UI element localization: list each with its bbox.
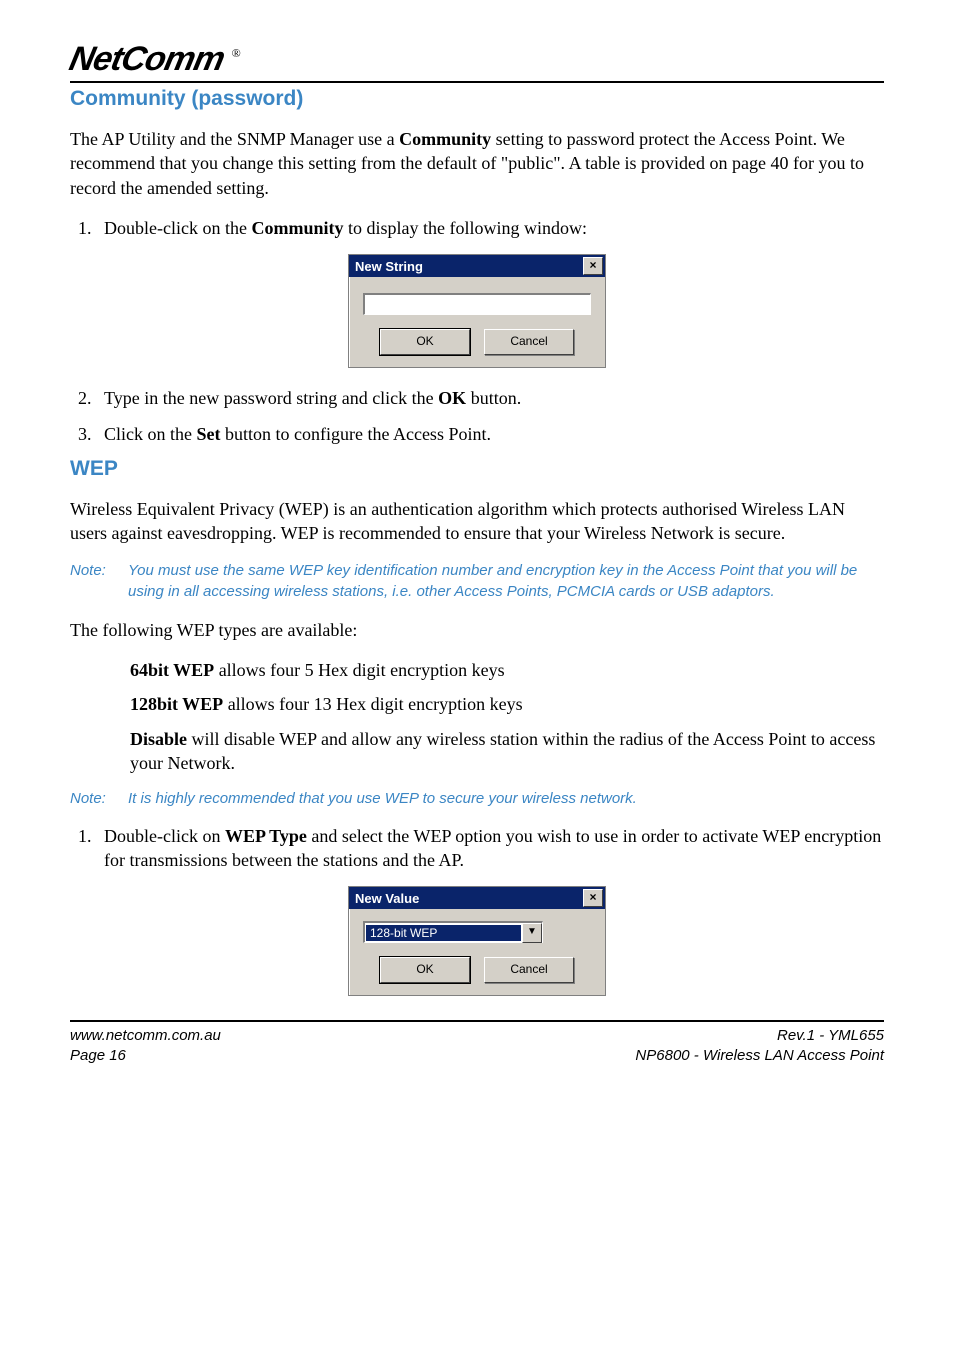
text-bold: WEP Type xyxy=(225,826,307,846)
close-icon[interactable]: × xyxy=(583,889,603,907)
wep-type-select[interactable]: 128-bit WEP ▼ xyxy=(363,921,543,943)
logo-reg: ® xyxy=(232,46,241,61)
footer-left: www.netcomm.com.au Page 16 xyxy=(70,1026,221,1065)
step-3: 3.Click on the Set button to configure t… xyxy=(70,422,884,446)
text-bold: Community xyxy=(251,218,343,238)
button-row: OK Cancel xyxy=(363,329,591,355)
dialog-title: New Value xyxy=(355,891,419,906)
note-wep-key: Note: You must use the same WEP key iden… xyxy=(70,561,884,602)
step-number: 1. xyxy=(78,216,104,240)
footer-url: www.netcomm.com.au xyxy=(70,1026,221,1046)
dialog-titlebar: New String × xyxy=(349,255,605,277)
text: allows four 13 Hex digit encryption keys xyxy=(223,694,522,714)
wep-64bit: 64bit WEP allows four 5 Hex digit encryp… xyxy=(130,658,884,682)
page-footer: www.netcomm.com.au Page 16 Rev.1 - YML65… xyxy=(70,1020,884,1065)
footer-page: Page 16 xyxy=(70,1046,221,1066)
logo-row: NetComm ® xyxy=(70,40,884,83)
text: The AP Utility and the SNMP Manager use … xyxy=(70,129,399,149)
chevron-down-icon[interactable]: ▼ xyxy=(522,923,542,943)
note-body: You must use the same WEP key identifica… xyxy=(128,561,884,602)
step-1: 1.Double-click on the Community to displ… xyxy=(70,216,884,240)
close-icon[interactable]: × xyxy=(583,257,603,275)
dialog-new-string: New String × OK Cancel xyxy=(348,254,606,368)
text: Click on the xyxy=(104,424,197,444)
text: Double-click on xyxy=(104,826,225,846)
text: to display the following window: xyxy=(343,218,586,238)
text: allows four 5 Hex digit encryption keys xyxy=(214,660,504,680)
text-bold: OK xyxy=(438,388,466,408)
dialog-new-value: New Value × 128-bit WEP ▼ OK Cancel xyxy=(348,886,606,996)
ok-button[interactable]: OK xyxy=(380,329,470,355)
footer-product: NP6800 - Wireless LAN Access Point xyxy=(635,1046,884,1066)
paragraph-community: The AP Utility and the SNMP Manager use … xyxy=(70,127,884,200)
footer-rev: Rev.1 - YML655 xyxy=(635,1026,884,1046)
select-value: 128-bit WEP xyxy=(366,925,521,941)
heading-wep: WEP xyxy=(70,457,884,481)
cancel-button[interactable]: Cancel xyxy=(484,329,574,355)
text-bold: 128bit WEP xyxy=(130,694,223,714)
step-number: 2. xyxy=(78,386,104,410)
step-2: 2.Type in the new password string and cl… xyxy=(70,386,884,410)
heading-community: Community (password) xyxy=(70,87,884,111)
text-bold: Disable xyxy=(130,729,187,749)
wep-128bit: 128bit WEP allows four 13 Hex digit encr… xyxy=(130,692,884,716)
note-label: Note: xyxy=(70,789,128,809)
footer-right: Rev.1 - YML655 NP6800 - Wireless LAN Acc… xyxy=(635,1026,884,1065)
note-body: It is highly recommended that you use WE… xyxy=(128,789,884,809)
dialog-titlebar: New Value × xyxy=(349,887,605,909)
note-label: Note: xyxy=(70,561,128,602)
cancel-button[interactable]: Cancel xyxy=(484,957,574,983)
note-wep-recommend: Note: It is highly recommended that you … xyxy=(70,789,884,809)
dialog-body: OK Cancel xyxy=(349,277,605,367)
text: button. xyxy=(466,388,521,408)
dialog-body: 128-bit WEP ▼ OK Cancel xyxy=(349,909,605,995)
button-row: OK Cancel xyxy=(363,957,591,983)
new-string-input[interactable] xyxy=(363,293,591,315)
text-bold: Community xyxy=(399,129,491,149)
text: button to configure the Access Point. xyxy=(221,424,491,444)
text-bold: Set xyxy=(197,424,221,444)
step-number: 1. xyxy=(78,824,104,848)
text: will disable WEP and allow any wireless … xyxy=(130,729,875,773)
text-bold: 64bit WEP xyxy=(130,660,214,680)
text: Type in the new password string and clic… xyxy=(104,388,438,408)
ok-button[interactable]: OK xyxy=(380,957,470,983)
paragraph-wep: Wireless Equivalent Privacy (WEP) is an … xyxy=(70,497,884,546)
step-number: 3. xyxy=(78,422,104,446)
logo-text: NetComm xyxy=(66,40,228,79)
wep-disable: Disable will disable WEP and allow any w… xyxy=(130,727,884,776)
text: Double-click on the xyxy=(104,218,251,238)
paragraph-wep-types: The following WEP types are available: xyxy=(70,618,884,642)
step-1-wep-type: 1.Double-click on WEP Type and select th… xyxy=(70,824,884,873)
dialog-title: New String xyxy=(355,259,423,274)
